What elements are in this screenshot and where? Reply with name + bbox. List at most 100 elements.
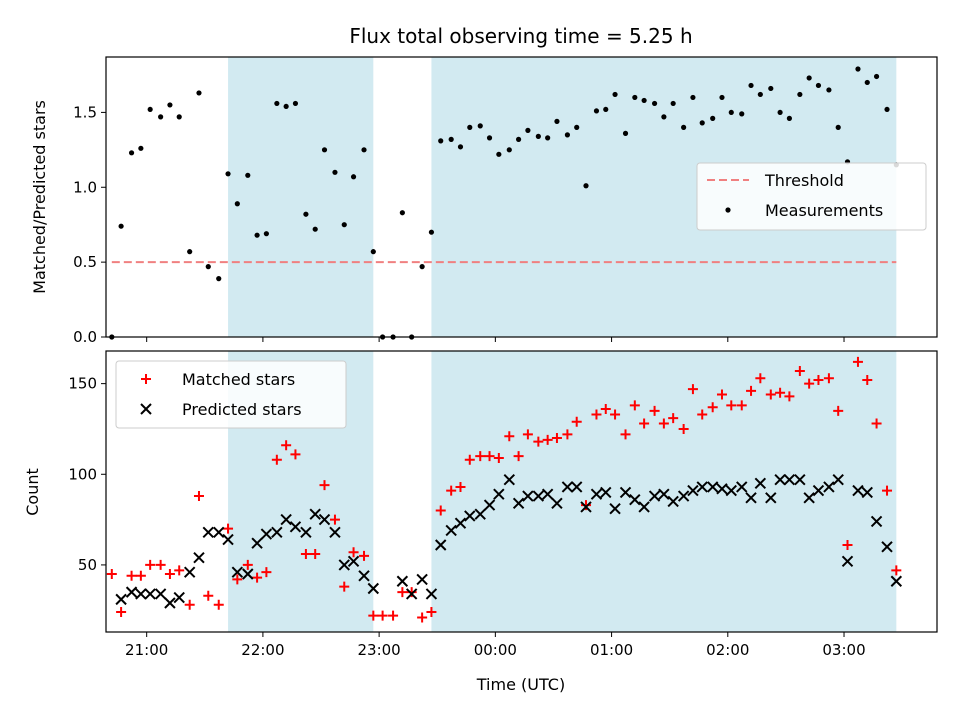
top-dot-point [225, 171, 231, 177]
top-y-tick-label: 1.5 [73, 103, 97, 121]
bottom-plus-point [716, 389, 727, 400]
top-dot-point [245, 172, 251, 178]
bottom-x-point [590, 488, 603, 500]
legend-measurements-swatch [725, 207, 731, 213]
bottom-plus-point [571, 416, 582, 427]
bottom-x-point [445, 524, 457, 537]
top-dot-point [263, 231, 269, 237]
bottom-x-point [242, 568, 254, 580]
bottom-plus-point [261, 567, 272, 578]
bottom-y-tick-label: 150 [68, 375, 97, 393]
bottom-plus-point [406, 587, 417, 598]
top-dot-point [564, 132, 571, 138]
x-tick-label: 01:00 [590, 641, 633, 659]
bottom-x-point [696, 481, 708, 493]
bottom-plus-point [484, 451, 495, 462]
top-dot-point [728, 109, 734, 116]
top-dot-point [777, 109, 783, 116]
top-dot-point [661, 114, 667, 120]
bottom-plus-point [562, 429, 573, 440]
bottom-x-point [425, 588, 438, 600]
bottom-x-point [812, 484, 825, 497]
bottom-x-point [135, 588, 147, 600]
bottom-plus-point [232, 574, 243, 585]
top-dot-point [806, 75, 812, 81]
bottom-x-point [338, 559, 350, 571]
bottom-y-tick-label: 100 [68, 465, 97, 483]
bottom-plus-point [649, 405, 660, 416]
top-dot-point [612, 91, 618, 98]
bottom-y-axis-label: Count [23, 468, 42, 516]
bottom-x-point [193, 551, 205, 564]
top-dot-point [786, 115, 792, 121]
top-legend-box [696, 162, 927, 231]
top-dot-point [554, 118, 560, 124]
bottom-x-point [561, 481, 574, 493]
bottom-x-point [464, 510, 476, 522]
bottom-x-point [435, 539, 447, 551]
bottom-plus-point [891, 565, 902, 576]
bottom-x-point [881, 541, 893, 553]
legend-matched-label: Matched stars [182, 370, 295, 389]
top-y-tick-label: 1.0 [73, 178, 97, 196]
top-y-axis-label: Matched/Predicted stars [30, 100, 49, 294]
bottom-x-point [609, 503, 621, 515]
bottom-x-point [213, 526, 225, 538]
bottom-plus-point [116, 607, 127, 618]
bottom-plus-point [620, 429, 631, 440]
legend-predicted-label: Predicted stars [182, 400, 302, 419]
top-dot-point [826, 87, 832, 93]
top-dot-point [448, 136, 454, 142]
bottom-x-point [658, 488, 670, 500]
top-dot-point [593, 108, 600, 114]
legend-measurements-label: Measurements [765, 201, 883, 220]
top-dot-point [216, 276, 222, 282]
top-dot-point [457, 144, 464, 150]
top-dot-point [118, 223, 124, 229]
x-tick-label: 23:00 [358, 641, 401, 659]
legend-threshold-label: Threshold [764, 171, 844, 190]
bottom-plus-point [746, 385, 757, 396]
top-dot-point [332, 169, 338, 175]
top-dot-point [147, 106, 153, 113]
top-dot-point [496, 151, 502, 157]
bottom-plus-point [377, 610, 388, 621]
bottom-plus-point [174, 565, 185, 576]
top-dot-point [438, 138, 444, 144]
bottom-x-point [667, 495, 679, 508]
bottom-x-point [231, 566, 244, 578]
bottom-x-point [483, 499, 496, 511]
top-dot-point [274, 100, 280, 107]
x-tick-label: 21:00 [125, 641, 168, 659]
bottom-x-point [154, 588, 167, 600]
chart-title: Flux total observing time = 5.25 h [349, 24, 692, 48]
top-axes-frame [105, 56, 938, 338]
bottom-plus-point [475, 451, 486, 462]
bottom-plus-point [610, 409, 621, 420]
bottom-plus-point [871, 418, 882, 429]
top-dot-point [651, 100, 658, 107]
bottom-plus-point [329, 514, 340, 525]
top-dot-point [312, 226, 318, 232]
bottom-x-point [570, 481, 583, 493]
bottom-plus-point [359, 550, 370, 561]
bottom-x-point [841, 555, 854, 568]
bottom-plus-point [368, 610, 379, 621]
bottom-plus-point [310, 549, 321, 560]
top-dot-point [158, 114, 164, 120]
bottom-plus-point [339, 581, 350, 592]
bottom-x-point [600, 486, 612, 499]
bottom-x-point [454, 517, 467, 529]
top-dot-point [710, 115, 716, 121]
top-dot-point [399, 210, 405, 216]
top-dot-point [699, 120, 705, 126]
bottom-plus-point [551, 433, 562, 444]
bottom-plus-point [145, 559, 156, 570]
bottom-y-tick-label: 50 [78, 556, 97, 574]
top-dot-point [254, 232, 260, 238]
top-dot-point [768, 85, 774, 92]
bottom-axes-frame [105, 350, 938, 633]
top-panel: 0.0 0.5 1.0 1.5 Threshold Measurements [73, 56, 938, 346]
bottom-plus-point [697, 409, 708, 420]
bottom-plus-point [629, 400, 640, 411]
